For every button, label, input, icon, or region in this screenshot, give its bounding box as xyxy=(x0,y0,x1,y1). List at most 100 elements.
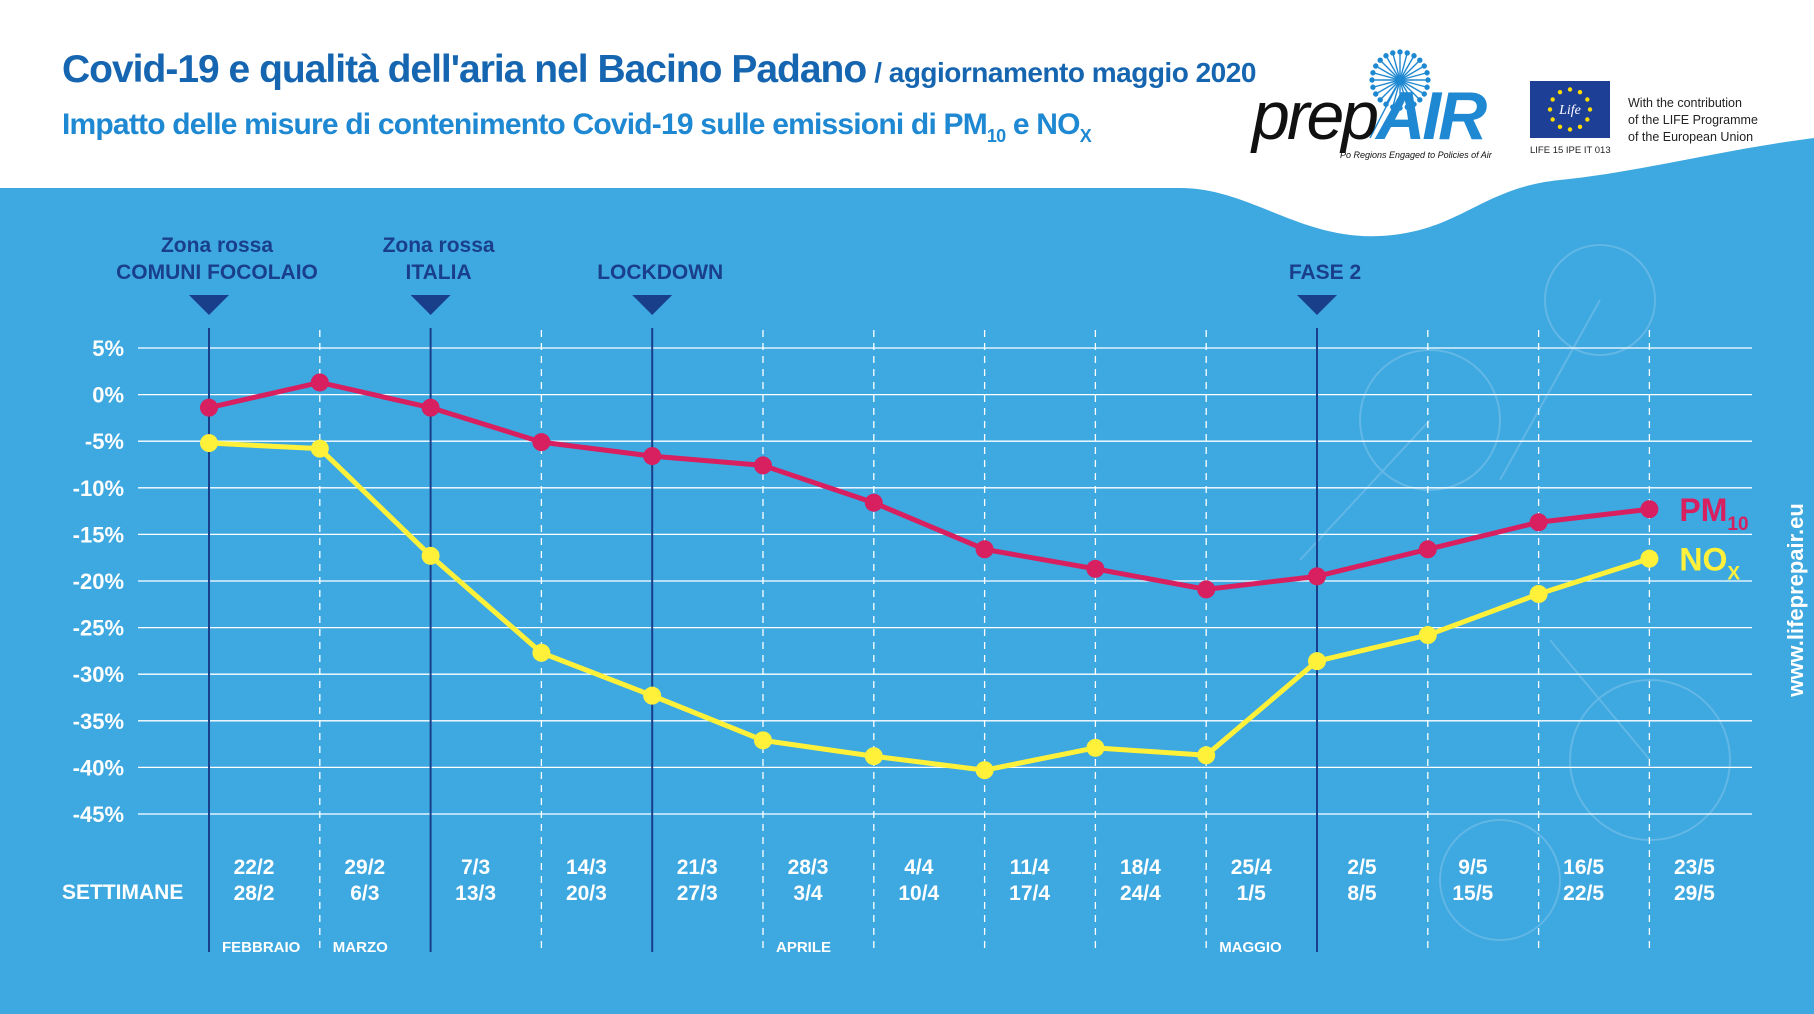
week-end-label: 28/2 xyxy=(234,882,275,905)
eu-line-1: With the contribution xyxy=(1628,96,1742,110)
seed-dot xyxy=(1404,104,1410,110)
eu-star xyxy=(1557,89,1563,95)
data-point xyxy=(1086,738,1105,757)
page-subtitle: Impatto delle misure di contenimento Cov… xyxy=(62,108,1092,147)
eu-star xyxy=(1585,97,1590,102)
eu-star xyxy=(1567,127,1573,132)
week-start-label: 25/4 xyxy=(1231,856,1272,879)
seed-dot xyxy=(1377,57,1383,63)
seed-dot xyxy=(1397,49,1403,55)
y-tick-label: -10% xyxy=(73,476,124,501)
seed-dot xyxy=(1390,104,1396,110)
seed-dot xyxy=(1370,70,1376,76)
subtitle-text: Impatto delle misure di contenimento Cov… xyxy=(62,108,988,141)
week-start-label: 28/3 xyxy=(788,856,829,879)
week-end-label: 6/3 xyxy=(350,882,379,905)
data-point xyxy=(754,456,772,475)
seed-line xyxy=(1399,79,1428,88)
eu-star xyxy=(1567,87,1573,92)
data-point xyxy=(421,398,440,417)
event-marker-icon xyxy=(1297,295,1337,315)
blue-panel xyxy=(0,138,1814,1014)
data-point xyxy=(1308,652,1326,671)
data-point xyxy=(1640,549,1659,568)
seed-dot xyxy=(1390,50,1396,56)
data-point xyxy=(1418,540,1437,559)
week-end-label: 10/4 xyxy=(898,882,939,905)
week-start-label: 29/2 xyxy=(344,856,385,879)
eu-line-3: of the European Union xyxy=(1628,130,1754,144)
event-label-line2: FASE 2 xyxy=(1289,261,1361,284)
week-end-label: 29/5 xyxy=(1674,882,1715,905)
week-end-label: 24/4 xyxy=(1120,882,1161,905)
series-label: PM10 xyxy=(1679,492,1748,535)
event-label-line1: Zona rossa xyxy=(383,234,495,257)
eu-star xyxy=(1550,97,1555,102)
event-label-line2: ITALIA xyxy=(406,261,472,284)
seed-line xyxy=(1399,79,1415,105)
logo-prep: prep xyxy=(1252,78,1379,154)
seed-line xyxy=(1399,55,1415,81)
week-start-label: 22/2 xyxy=(234,856,275,879)
seed-dot xyxy=(1421,91,1427,97)
week-end-label: 1/5 xyxy=(1237,882,1267,905)
eu-contribution-text: With the contribution of the LIFE Progra… xyxy=(1628,95,1758,146)
week-start-label: 4/4 xyxy=(904,856,934,879)
title-update: / aggiornamento maggio 2020 xyxy=(874,57,1256,88)
logo-tagline: Po Regions Engaged to Policies of Air xyxy=(1340,150,1492,160)
seed-line xyxy=(1392,52,1401,81)
y-tick-label: -5% xyxy=(85,429,124,454)
data-point xyxy=(864,493,883,512)
prepair-logo: prepAIR xyxy=(1252,82,1487,150)
seed-line xyxy=(1392,79,1401,108)
seed-dot xyxy=(1369,77,1375,83)
data-point xyxy=(643,686,662,705)
x-axis-label: SETTIMANE xyxy=(62,881,183,904)
y-tick-label: -15% xyxy=(73,522,124,547)
seed-line xyxy=(1399,72,1428,81)
seed-dot xyxy=(1383,101,1389,107)
week-start-label: 11/4 xyxy=(1010,856,1050,879)
week-end-label: 17/4 xyxy=(1009,882,1050,905)
y-tick-label: -20% xyxy=(73,569,124,594)
eu-project-code: LIFE 15 IPE IT 013 xyxy=(1530,145,1611,156)
week-start-label: 14/3 xyxy=(566,856,607,879)
eu-star xyxy=(1587,107,1593,112)
week-end-label: 13/3 xyxy=(455,882,496,905)
data-point xyxy=(1197,580,1216,599)
week-end-label: 3/4 xyxy=(793,882,823,905)
subtitle-and: e NO xyxy=(1005,108,1081,141)
data-point xyxy=(1640,500,1659,519)
data-point xyxy=(200,434,218,453)
data-point xyxy=(975,761,994,780)
y-tick-label: -25% xyxy=(73,616,124,641)
y-tick-label: -30% xyxy=(73,662,124,687)
seed-line xyxy=(1399,79,1421,101)
page-title: Covid-19 e qualità dell'aria nel Bacino … xyxy=(62,48,1256,92)
week-end-label: 22/5 xyxy=(1563,882,1604,905)
seed-dot xyxy=(1383,53,1389,59)
y-tick-label: -45% xyxy=(73,802,124,827)
week-end-label: 15/5 xyxy=(1452,882,1493,905)
data-point xyxy=(532,433,551,452)
seed-line xyxy=(1399,59,1421,81)
y-tick-label: -40% xyxy=(73,755,124,780)
prepair-dandelion-icon xyxy=(1369,49,1431,139)
event-label-line2: COMUNI FOCOLAIO xyxy=(116,261,318,284)
data-point xyxy=(643,447,662,466)
seed-line xyxy=(1375,79,1401,95)
week-start-label: 7/3 xyxy=(461,856,490,879)
logo-air: AIR xyxy=(1376,78,1487,154)
data-point xyxy=(1529,585,1548,604)
week-start-label: 2/5 xyxy=(1347,856,1377,879)
y-tick-label: 0% xyxy=(92,383,124,408)
seed-dot xyxy=(1417,57,1423,63)
seed-dot xyxy=(1425,77,1431,83)
month-label: MAGGIO xyxy=(1219,939,1282,956)
data-point xyxy=(1197,746,1216,765)
subtitle-nox-sub: X xyxy=(1079,126,1092,146)
data-point xyxy=(1308,567,1326,586)
eu-life-flag-icon: Life xyxy=(1530,81,1610,138)
data-point xyxy=(975,540,994,559)
